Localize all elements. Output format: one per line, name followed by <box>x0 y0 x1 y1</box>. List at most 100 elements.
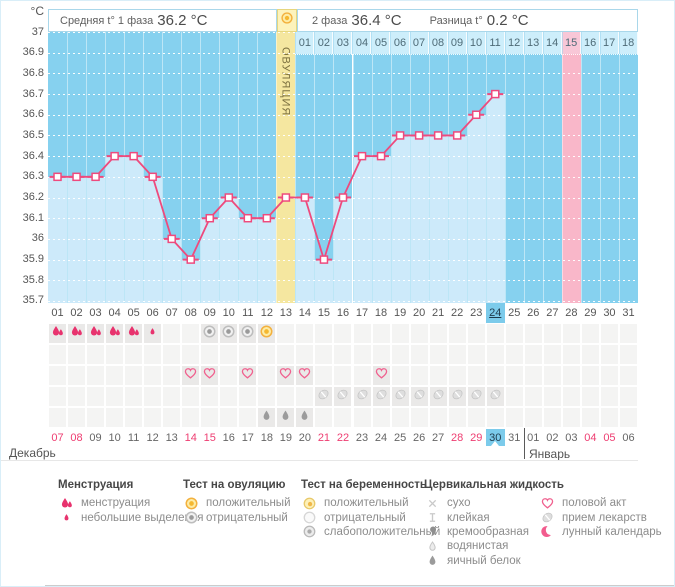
dpo-cell: 14 <box>542 32 562 54</box>
grid-cell <box>486 324 504 343</box>
cycle-day-label[interactable]: 09 <box>203 307 216 319</box>
cf-dry-icon <box>424 496 440 511</box>
calendar-date: 02 <box>546 431 559 444</box>
heart-icon <box>202 366 217 386</box>
grid-cell <box>467 408 485 427</box>
cycle-day-label[interactable]: 08 <box>184 307 197 319</box>
cycle-day-label[interactable]: 07 <box>165 307 178 319</box>
cycle-day-label[interactable]: 28 <box>565 307 578 319</box>
grid-cell <box>619 408 637 427</box>
cycle-day-label[interactable]: 16 <box>336 307 350 319</box>
chart-day-column <box>162 32 182 303</box>
dpo-cell: 12 <box>504 32 524 54</box>
grid-cell <box>543 345 561 364</box>
month-separator-line <box>523 428 525 459</box>
cf-eggwhite-icon <box>259 408 274 428</box>
legend-column-3: Тест на беременность положительный отрицат… <box>301 479 440 539</box>
legend-column-4: Цервикальная жидкость сухо клейкая кремообр… <box>424 479 564 568</box>
grid-cell <box>391 366 409 385</box>
cycle-day-label[interactable]: 23 <box>470 307 483 319</box>
pill-icon <box>469 387 484 407</box>
cycle-day-label[interactable]: 20 <box>412 307 426 319</box>
curve-area-fill <box>353 156 372 303</box>
cycle-day-label[interactable]: 22 <box>451 307 464 319</box>
cycle-day-label[interactable]: 27 <box>546 307 559 319</box>
cycle-day-label[interactable]: 30 <box>603 307 616 319</box>
curve-area-fill <box>87 176 106 303</box>
cycle-day-label[interactable]: 04 <box>108 307 121 319</box>
cycle-day-label[interactable]: 14 <box>298 307 312 319</box>
legend-item-heart: половой акт <box>539 496 662 510</box>
calendar-date: 28 <box>451 431 464 444</box>
grid-cell <box>448 408 466 427</box>
cycle-day-label[interactable]: 12 <box>260 307 273 319</box>
cf-eggwhite-cell <box>296 408 314 427</box>
cycle-day-label[interactable]: 18 <box>374 307 388 319</box>
legend-item-cf-eggwhite: яичный белок <box>424 554 564 568</box>
cycle-day-label[interactable]: 29 <box>584 307 597 319</box>
pill-icon <box>431 387 446 407</box>
legend-item-cf-creamy: кремообразная <box>424 525 564 539</box>
chart-day-column <box>105 32 125 303</box>
grid-cell <box>106 387 124 406</box>
grid-cell <box>467 366 485 385</box>
pill-icon <box>393 387 408 407</box>
phase1-average-box: Средняя t° 1 фаза 36.2 °C <box>48 9 277 32</box>
calendar-date: 24 <box>374 431 388 444</box>
cycle-day-label[interactable]: 03 <box>89 307 102 319</box>
cycle-day-label[interactable]: 21 <box>432 307 445 319</box>
heart-icon <box>374 366 389 386</box>
calendar-date: 16 <box>222 431 235 444</box>
data-point-day-2 <box>72 172 81 182</box>
cycle-day-label[interactable]: 02 <box>70 307 83 319</box>
cycle-day-label[interactable]: 25 <box>508 307 521 319</box>
heart-icon <box>278 366 293 386</box>
pill-cell <box>486 387 504 406</box>
heart-cell <box>296 366 314 385</box>
lunar-column <box>561 32 581 303</box>
cycle-day-label[interactable]: 11 <box>242 307 254 319</box>
month-label-december: Декабрь <box>9 446 56 460</box>
cycle-day-label[interactable]: 19 <box>393 307 407 319</box>
cycle-day-label[interactable]: 26 <box>527 307 540 319</box>
grid-cell <box>543 366 561 385</box>
cycle-day-label[interactable]: 06 <box>146 307 159 319</box>
preg-negative-icon <box>301 510 317 525</box>
heart-cell <box>277 366 295 386</box>
cycle-day-label[interactable]: 24 <box>485 303 505 323</box>
calendar-date: 22 <box>336 431 350 444</box>
grid-cell <box>296 387 314 406</box>
y-axis-label: 36.9 <box>22 46 44 59</box>
pill-icon <box>450 387 465 407</box>
cycle-day-label[interactable]: 05 <box>127 307 140 319</box>
cycle-day-label[interactable]: 17 <box>355 307 369 319</box>
pill-cell <box>334 387 352 406</box>
cycle-day-label[interactable]: 10 <box>222 307 235 319</box>
grid-cell <box>543 324 561 343</box>
chart-day-column <box>314 32 334 303</box>
gridline <box>48 218 638 220</box>
legend-item-label: отрицательный <box>206 511 288 524</box>
legend-item-label: половой акт <box>562 497 627 510</box>
cycle-day-label[interactable]: 15 <box>317 307 331 319</box>
test-negative-icon <box>183 510 199 525</box>
y-axis-label: 36.8 <box>22 66 44 79</box>
grid-cell <box>258 366 276 385</box>
test-negative-icon <box>221 324 236 344</box>
grid-cell <box>372 324 390 343</box>
curve-area-fill <box>220 197 239 303</box>
grid-cell <box>182 387 200 406</box>
cycle-day-label[interactable]: 13 <box>279 307 292 319</box>
cycle-day-label[interactable]: 01 <box>51 307 64 319</box>
pill-cell <box>467 387 485 407</box>
grid-cell <box>524 324 542 343</box>
bottom-divider <box>45 585 674 586</box>
grid-cell <box>562 387 580 406</box>
curve-area-fill <box>68 176 87 303</box>
cycle-day-label[interactable]: 31 <box>622 307 635 319</box>
grid-cell <box>581 387 599 406</box>
legend-item-label: лунный календарь <box>562 525 662 538</box>
grid-cell <box>410 345 428 364</box>
heart-cell <box>372 366 390 386</box>
test-positive-cell <box>258 324 276 343</box>
